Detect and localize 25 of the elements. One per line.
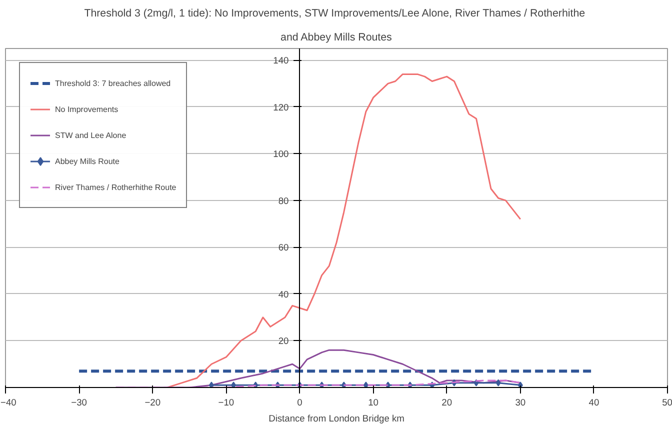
y-tick-label: 140 bbox=[273, 56, 289, 66]
y-tick-label: 80 bbox=[278, 196, 289, 206]
x-axis-title: Distance from London Bridge km bbox=[268, 414, 405, 424]
chart-title: Threshold 3 (2mg/l, 1 tide): No Improvements, STW Improvements/Lee Alone, River Thames / Rotherhithe bbox=[84, 8, 586, 20]
y-tick-label: 60 bbox=[278, 242, 289, 253]
legend-label: No Improvements bbox=[55, 104, 118, 114]
x-tick-label: 40 bbox=[588, 398, 600, 408]
y-tick-label: 120 bbox=[273, 102, 289, 112]
x-tick-label: 0 bbox=[297, 398, 302, 408]
y-tick-label: 100 bbox=[273, 149, 289, 160]
legend-label: STW and Lee Alone bbox=[55, 130, 126, 140]
x-tick-label: −10 bbox=[218, 398, 234, 408]
x-tick-label: 10 bbox=[368, 398, 378, 408]
x-tick-label: −20 bbox=[144, 398, 161, 408]
chart-subtitle: and Abbey Mills Routes bbox=[280, 32, 392, 44]
x-tick-label: −30 bbox=[71, 398, 87, 408]
y-tick-label: 20 bbox=[278, 336, 289, 346]
x-tick-label: −40 bbox=[0, 398, 16, 408]
x-tick-label: 20 bbox=[442, 398, 452, 408]
legend-label: River Thames / Rotherhithe Route bbox=[55, 182, 176, 192]
x-tick-label: 50 bbox=[662, 398, 672, 408]
y-tick-label: 40 bbox=[278, 289, 289, 300]
x-tick-label: 30 bbox=[515, 398, 526, 408]
legend-label: Abbey Mills Route bbox=[55, 156, 120, 166]
legend-label: Threshold 3: 7 breaches allowed bbox=[55, 78, 171, 88]
